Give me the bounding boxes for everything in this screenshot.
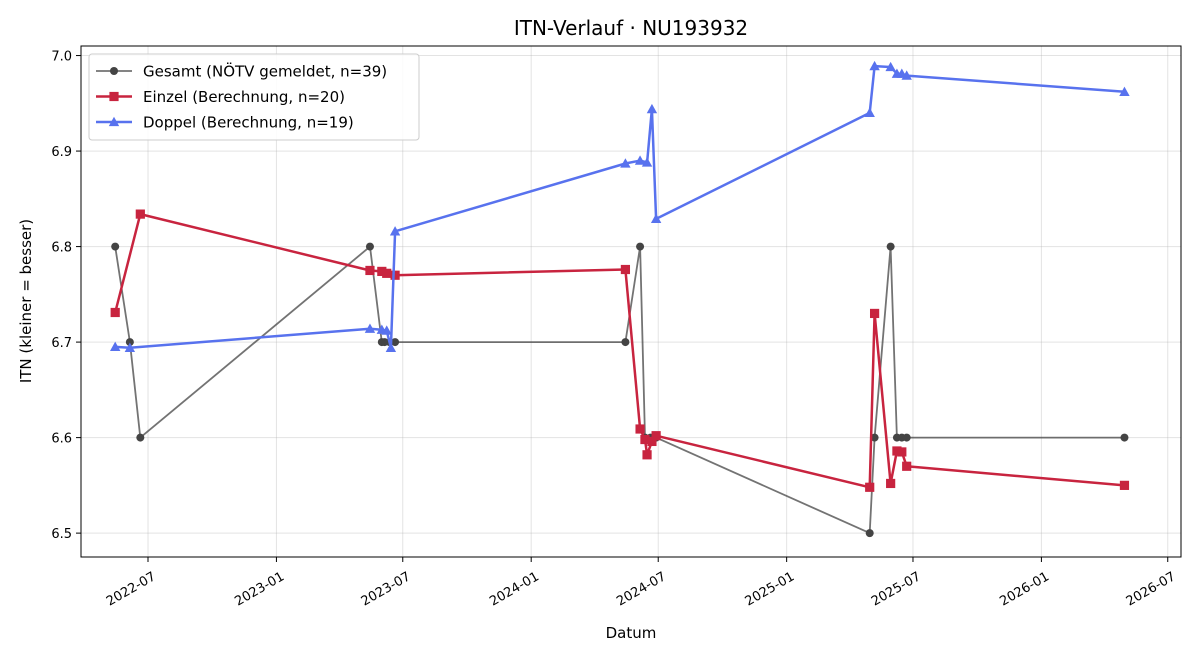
data-point-einzel (135, 209, 145, 219)
y-tick-label: 7.0 (51, 50, 72, 65)
y-tick-label: 6.5 (51, 527, 72, 542)
data-point-einzel (390, 270, 400, 280)
legend-box (88, 53, 420, 141)
data-point-gesamt (125, 338, 134, 347)
y-tick-label: 6.7 (51, 336, 72, 351)
data-point-gesamt (136, 433, 145, 442)
data-point-einzel (110, 307, 120, 318)
legend: Gesamt (NÖTV gemeldet, n=39) Einzel (Bere… (88, 53, 420, 141)
data-point-einzel (651, 431, 661, 441)
data-point-gesamt (902, 433, 911, 442)
data-point-einzel (377, 266, 387, 277)
data-point-doppel (869, 60, 880, 71)
y-tick-label: 6.6 (51, 432, 72, 447)
data-point-einzel (892, 446, 902, 456)
y-tick-label: 6.8 (51, 241, 72, 256)
data-point-doppel (864, 107, 875, 118)
data-point-doppel (389, 226, 401, 236)
data-point-einzel (869, 308, 880, 319)
data-point-einzel (620, 264, 631, 275)
data-point-doppel (110, 341, 121, 352)
data-point-doppel (646, 103, 658, 114)
data-point-doppel (385, 342, 397, 352)
legend-label-gesamt: Gesamt (NÖTV gemeldet, n=39) (143, 62, 387, 81)
data-point-einzel (647, 436, 657, 447)
data-point-doppel (885, 61, 896, 72)
data-point-gesamt (870, 433, 879, 442)
data-point-gesamt (111, 242, 120, 251)
data-point-gesamt (636, 242, 645, 251)
y-axis-title: ITN (kleiner = besser) (17, 219, 35, 383)
data-point-einzel (886, 478, 896, 489)
data-point-doppel (381, 325, 392, 335)
data-point-doppel (620, 158, 631, 168)
data-point-doppel (641, 157, 653, 167)
data-point-einzel (365, 265, 375, 276)
data-point-einzel (382, 268, 392, 278)
legend-label-doppel: Doppel (Berechnung, n=19) (143, 114, 354, 132)
data-point-gesamt (865, 529, 874, 538)
data-point-einzel (1119, 480, 1130, 490)
data-point-doppel (364, 323, 376, 333)
data-point-doppel (124, 342, 136, 352)
data-point-gesamt (1120, 433, 1129, 442)
series-line-gesamt (114, 245, 1125, 534)
series-layer (110, 60, 1130, 538)
legend-label-einzel: Einzel (Berechnung, n=20) (143, 88, 345, 106)
plot-area-frame (80, 45, 1182, 558)
data-point-doppel (901, 70, 912, 80)
y-tick-label: 6.9 (51, 145, 72, 160)
data-point-einzel (897, 447, 907, 457)
data-point-gesamt (365, 242, 374, 251)
data-point-gesamt (886, 242, 895, 251)
data-point-doppel (1119, 86, 1130, 97)
data-point-doppel (634, 155, 646, 165)
data-point-einzel (640, 434, 650, 445)
series-einzel (110, 209, 1130, 492)
data-point-einzel (865, 482, 875, 492)
legend-marker-einzel (109, 91, 119, 102)
y-axis: 6.5 6.6 6.7 6.8 6.9 7.0 (51, 50, 81, 542)
data-point-einzel (902, 461, 912, 471)
legend-marker-gesamt (110, 67, 118, 75)
data-point-einzel (642, 450, 652, 460)
legend-marker-doppel (108, 116, 120, 127)
x-axis-title: Datum (606, 624, 657, 642)
data-point-einzel (635, 424, 645, 434)
series-doppel (110, 60, 1130, 352)
data-point-gesamt (391, 338, 400, 347)
data-point-gesamt (621, 338, 630, 347)
chart-title: ITN-Verlauf · NU193932 (514, 16, 748, 40)
data-point-doppel (650, 213, 662, 224)
